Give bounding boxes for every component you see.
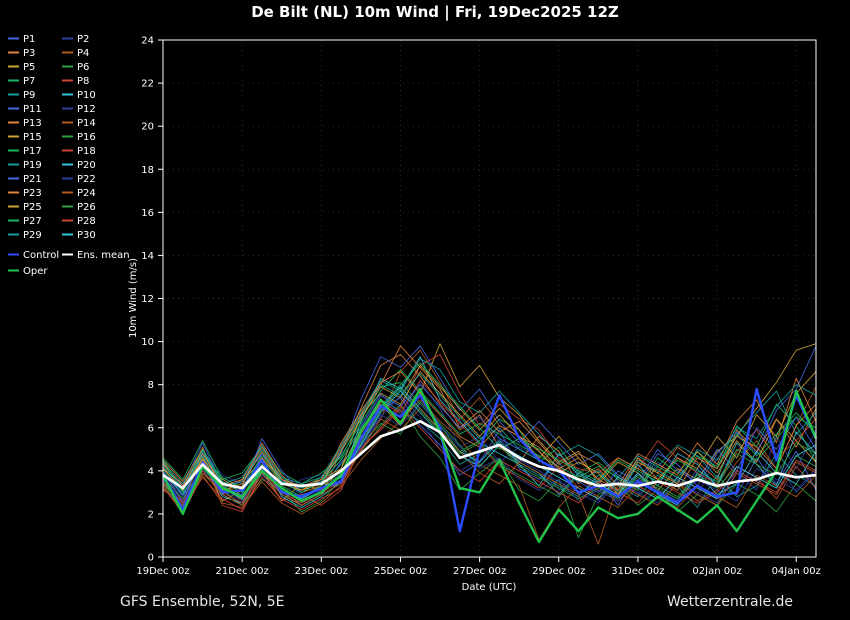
page-title: De Bilt (NL) 10m Wind | Fri, 19Dec2025 1… (251, 3, 619, 22)
legend-item-ens-mean-label: Ens. mean (77, 250, 130, 261)
legend-item-P14-label: P14 (77, 118, 96, 129)
series-P27 (162, 362, 817, 493)
legend-item-P22-label: P22 (77, 174, 96, 185)
y-tick-label: 16 (141, 208, 154, 219)
legend-item-oper-label: Oper (23, 266, 48, 277)
legend-item-P15-label: P15 (23, 132, 42, 143)
x-tick-label: 29Dec 00z (532, 566, 585, 577)
legend-item-P25-label: P25 (23, 202, 42, 213)
x-tick-label: 25Dec 00z (374, 566, 427, 577)
legend-item-P4-label: P4 (77, 48, 89, 59)
y-tick-label: 10 (141, 337, 154, 348)
footer-right: Wetterzentrale.de (667, 594, 793, 610)
x-tick-label: 27Dec 00z (453, 566, 506, 577)
y-tick-label: 4 (148, 466, 154, 477)
series-P29 (162, 373, 817, 493)
legend-item-P30-label: P30 (77, 230, 96, 241)
legend-item-P21-label: P21 (23, 174, 42, 185)
series-P19 (162, 358, 817, 485)
legend-item-P6-label: P6 (77, 62, 89, 73)
legend: P1 P2 P3 P4 P5 P6 P7 P8 P9 P10 P11 P12 P13 P14 P15 P16 P… (8, 34, 130, 277)
series-P8 (162, 354, 817, 513)
y-tick-label: 20 (141, 122, 154, 133)
legend-item-P5-label: P5 (23, 62, 35, 73)
legend-item-P17-label: P17 (23, 146, 42, 157)
y-axis-label: 10m Wind (m/s) (128, 258, 139, 338)
legend-item-P19-label: P19 (23, 160, 42, 171)
series-P23 (162, 371, 817, 491)
legend-item-P23-label: P23 (23, 188, 42, 199)
legend-item-P24-label: P24 (77, 188, 96, 199)
x-tick-label: 02Jan 00z (692, 566, 741, 577)
legend-item-P3-label: P3 (23, 48, 35, 59)
y-tick-label: 6 (148, 423, 154, 434)
series-ens-mean (162, 419, 817, 490)
legend-item-P16-label: P16 (77, 132, 96, 143)
y-tick-label: 18 (141, 165, 154, 176)
legend-item-P26-label: P26 (77, 202, 96, 213)
y-tick-label: 8 (148, 380, 154, 391)
y-tick-label: 2 (148, 509, 154, 520)
series-P21 (162, 384, 817, 504)
legend-item-P12-label: P12 (77, 104, 96, 115)
x-axis-label: Date (UTC) (462, 582, 517, 593)
series-P17 (162, 369, 817, 489)
x-tick-label: 21Dec 00z (216, 566, 269, 577)
y-tick-label: 22 (141, 79, 154, 90)
series-oper (161, 387, 818, 544)
series-P28 (162, 405, 817, 504)
y-tick-label: 0 (148, 553, 154, 564)
series-layer (161, 343, 818, 545)
legend-item-P7-label: P7 (23, 76, 35, 87)
x-tick-label: 23Dec 00z (295, 566, 348, 577)
legend-item-control-label: Control (23, 250, 59, 261)
legend-item-P20-label: P20 (77, 160, 96, 171)
legend-item-P2-label: P2 (77, 34, 89, 45)
x-tick-label: 04Jan 00z (772, 566, 821, 577)
x-tick-label: 31Dec 00z (611, 566, 664, 577)
footer-left: GFS Ensemble, 52N, 5E (120, 594, 285, 610)
legend-item-P13-label: P13 (23, 118, 42, 129)
legend-item-P8-label: P8 (77, 76, 89, 87)
y-tick-label: 12 (141, 294, 154, 305)
y-tick-label: 24 (141, 36, 154, 47)
legend-item-P9-label: P9 (23, 90, 35, 101)
legend-item-P29-label: P29 (23, 230, 42, 241)
legend-item-P10-label: P10 (77, 90, 96, 101)
legend-item-P1-label: P1 (23, 34, 35, 45)
legend-item-P27-label: P27 (23, 216, 42, 227)
legend-item-P11-label: P11 (23, 104, 42, 115)
legend-item-P28-label: P28 (77, 216, 96, 227)
x-tick-label: 19Dec 00z (136, 566, 189, 577)
y-tick-label: 14 (141, 251, 154, 262)
series-P7 (162, 382, 817, 491)
legend-item-P18-label: P18 (77, 146, 96, 157)
